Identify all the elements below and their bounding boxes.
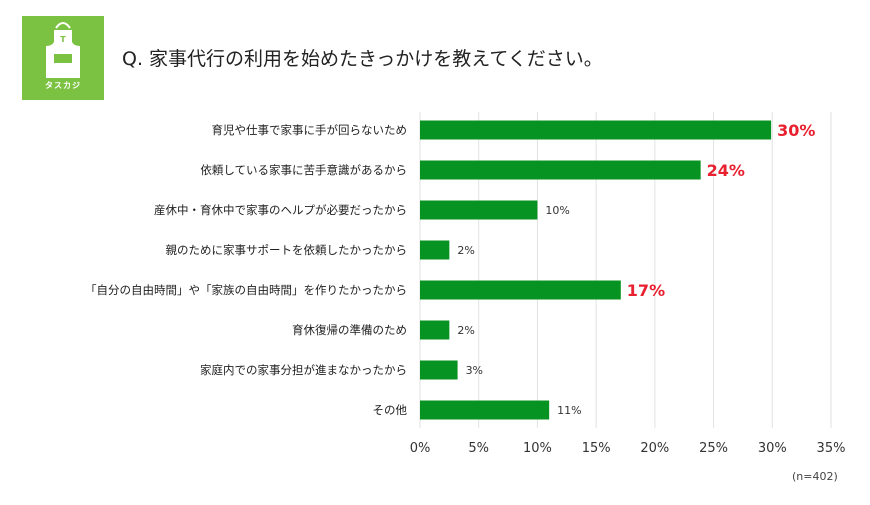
bar	[420, 160, 701, 180]
data-label: 24%	[707, 161, 745, 180]
data-label: 17%	[627, 281, 665, 300]
x-tick-label: 10%	[523, 441, 552, 456]
category-label: 家庭内での家事分担が進まなかったから	[200, 363, 407, 377]
bar	[420, 280, 621, 300]
apron-icon: T	[46, 22, 80, 78]
category-label: 「自分の自由時間」や「家族の自由時間」を作りたかったから	[85, 283, 407, 297]
data-label: 30%	[777, 121, 815, 140]
sample-size-note: (n=402)	[792, 470, 838, 483]
bar	[420, 120, 772, 140]
bar	[420, 320, 450, 340]
category-label: 産休中・育休中で家事のヘルプが必要だったから	[154, 203, 407, 217]
x-tick-label: 25%	[699, 441, 728, 456]
data-label: 11%	[557, 404, 581, 417]
svg-text:T: T	[60, 35, 66, 44]
data-label: 10%	[545, 204, 569, 217]
bar	[420, 400, 550, 420]
x-tick-label: 5%	[468, 441, 489, 456]
logo-text: タスカジ	[45, 81, 81, 90]
x-tick-label: 0%	[410, 441, 431, 456]
category-label: 親のために家事サポートを依頼したかったから	[166, 243, 408, 257]
tasukaji-logo: T タスカジ	[22, 16, 104, 100]
x-tick-label: 35%	[817, 441, 846, 456]
x-tick-label: 30%	[758, 441, 787, 456]
category-label: 育休復帰の準備のため	[292, 323, 407, 337]
data-label: 2%	[457, 324, 474, 337]
x-tick-label: 15%	[582, 441, 611, 456]
x-tick-label: 20%	[640, 441, 669, 456]
bar	[420, 200, 538, 220]
category-label: 依頼している家事に苦手意識があるから	[200, 163, 407, 177]
bar	[420, 240, 450, 260]
data-label: 3%	[466, 364, 483, 377]
page-title: Q. 家事代行の利用を始めたきっかけを教えてください。	[122, 48, 603, 70]
category-label: その他	[373, 403, 408, 417]
data-label: 2%	[457, 244, 474, 257]
bar	[420, 360, 458, 380]
category-label: 育児や仕事で家事に手が回らないため	[212, 123, 408, 137]
